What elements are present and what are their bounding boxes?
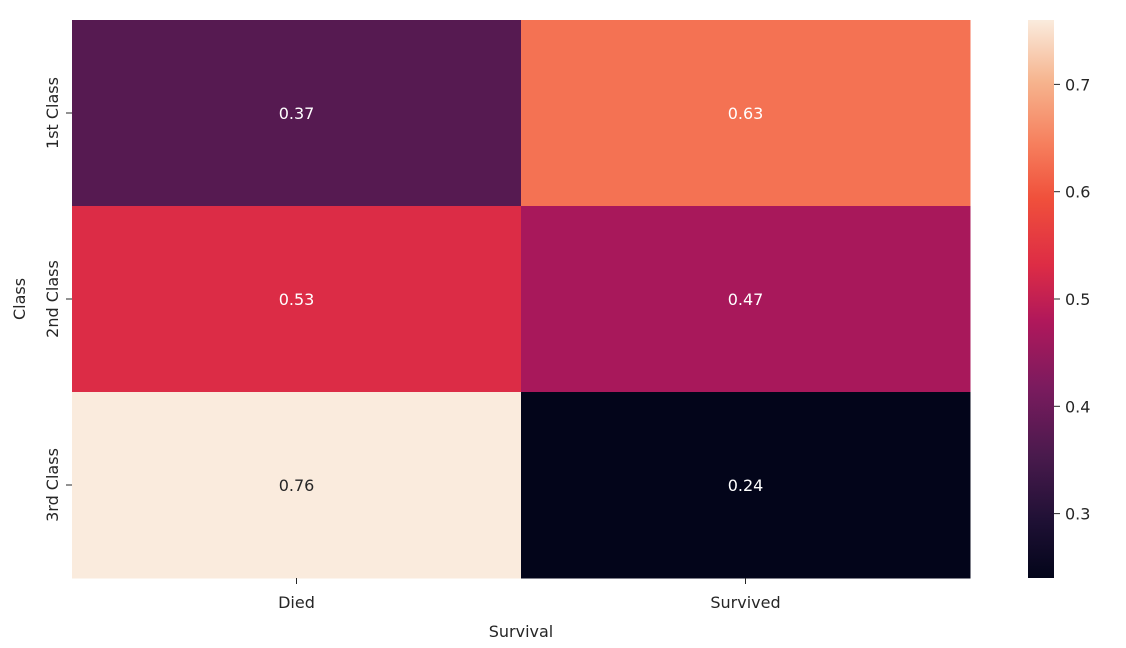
heatmap-axes: Died Survived 1st Class 2nd Class 3rd Class bbox=[43, 77, 781, 612]
colorbar: 0.3 0.4 0.5 0.6 0.7 bbox=[1028, 20, 1090, 578]
heatmap-cell bbox=[521, 392, 971, 579]
heatmap-cell bbox=[521, 206, 971, 393]
heatmap-cell bbox=[72, 20, 522, 207]
colorbar-tick-label: 0.6 bbox=[1065, 183, 1090, 202]
colorbar-gradient bbox=[1028, 20, 1054, 578]
heatmap-cell-label: 0.24 bbox=[728, 476, 764, 495]
heatmap-cell-label: 0.63 bbox=[728, 104, 764, 123]
heatmap-cell-labels: 0.37 0.63 0.53 0.47 0.76 0.24 bbox=[279, 104, 764, 495]
colorbar-tick-label: 0.3 bbox=[1065, 505, 1090, 524]
heatmap-cell bbox=[72, 206, 522, 393]
colorbar-tick-label: 0.5 bbox=[1065, 290, 1090, 309]
heatmap-cell-label: 0.47 bbox=[728, 290, 764, 309]
colorbar-tick-label: 0.4 bbox=[1065, 397, 1090, 416]
y-tick-label: 3rd Class bbox=[43, 448, 62, 522]
heatmap-cell-label: 0.53 bbox=[279, 290, 315, 309]
x-tick-label: Survived bbox=[710, 593, 780, 612]
y-tick-label: 1st Class bbox=[43, 77, 62, 149]
heatmap-cell-label: 0.76 bbox=[279, 476, 315, 495]
heatmap-cell-label: 0.37 bbox=[279, 104, 315, 123]
heatmap-cell bbox=[72, 392, 522, 579]
heatmap-cells bbox=[72, 20, 971, 579]
y-tick-label: 2nd Class bbox=[43, 260, 62, 338]
heatmap-cell bbox=[521, 20, 971, 207]
x-tick-label: Died bbox=[278, 593, 315, 612]
x-axis-label: Survival bbox=[489, 622, 554, 641]
colorbar-tick-label: 0.7 bbox=[1065, 75, 1090, 94]
y-axis-label: Class bbox=[10, 278, 29, 320]
